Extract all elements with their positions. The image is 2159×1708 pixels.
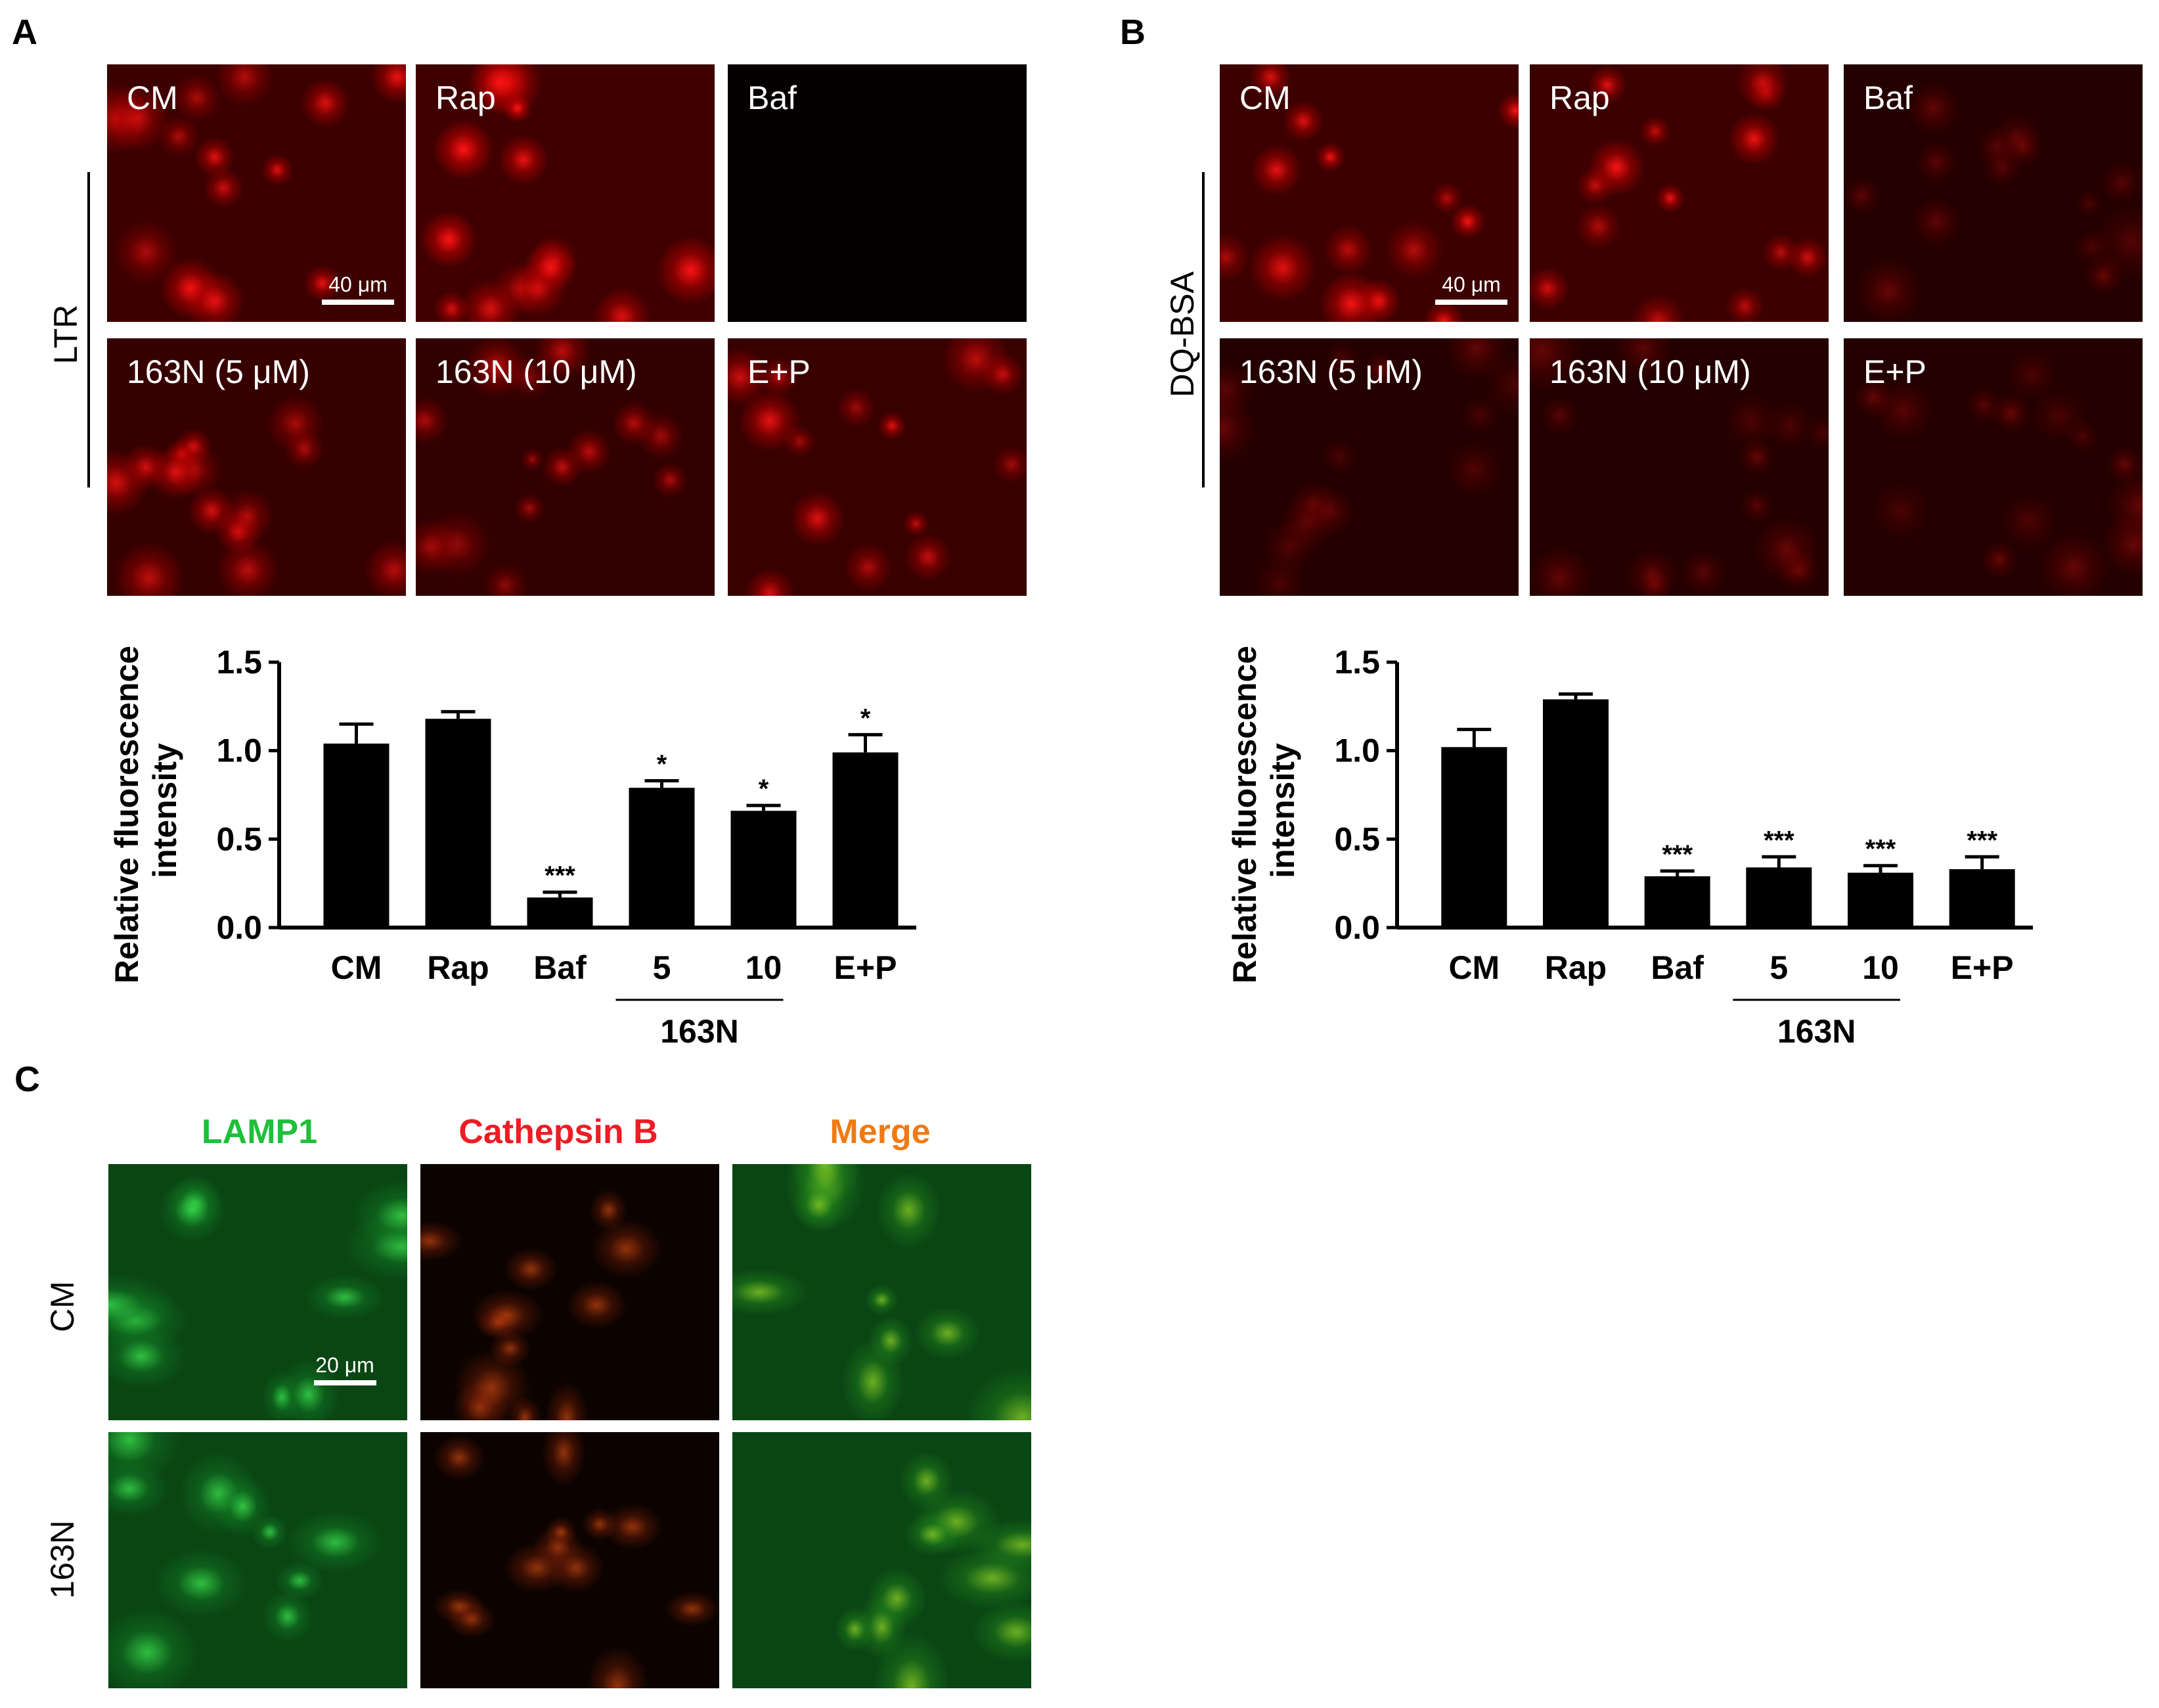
panel-c-row-cm: CM bbox=[44, 1281, 81, 1332]
x-tick-label: 10 bbox=[1862, 949, 1899, 986]
panelb-tile-3: 163N (5 μM) bbox=[1220, 338, 1519, 596]
y-tick-label: 1.5 bbox=[216, 644, 262, 681]
y-axis-label-line2: intensity bbox=[1264, 743, 1301, 878]
y-tick-label: 0.0 bbox=[216, 909, 262, 946]
panela-tile-0: CM bbox=[107, 64, 406, 322]
panelb-tile-2: Baf bbox=[1844, 64, 2143, 322]
y-axis-label: Relative fluorescence bbox=[1226, 646, 1263, 983]
panel-c-tile-cathepsin-163n bbox=[420, 1432, 719, 1688]
panel-c-tile-cathepsin-cm bbox=[420, 1164, 719, 1420]
bar bbox=[1644, 876, 1710, 928]
significance-label: * bbox=[759, 775, 769, 803]
panel-c-letter: C bbox=[14, 1060, 40, 1099]
panelb-tile-1-label: Rap bbox=[1549, 79, 1610, 116]
bar bbox=[1441, 747, 1507, 928]
panelb-tile-0-label: CM bbox=[1239, 79, 1291, 116]
panela-tile-3: 163N (5 μM) bbox=[107, 338, 406, 596]
panel-c-scale-text: 20 μm bbox=[315, 1353, 374, 1377]
panel-b-letter: B bbox=[1120, 12, 1146, 52]
x-tick-label: 10 bbox=[746, 949, 782, 986]
x-tick-label: Rap bbox=[427, 949, 489, 986]
bar bbox=[629, 788, 695, 928]
panel-b-bar-chart: 0.0 0.5 1.0 1.5 Relative fluorescence intensi… bbox=[1226, 644, 2033, 1050]
panelb-tile-2-label: Baf bbox=[1863, 79, 1913, 116]
y-tick-label: 0.5 bbox=[216, 820, 262, 857]
panel-c-scalebar: 20 μm bbox=[302, 1353, 388, 1385]
bar bbox=[832, 752, 899, 928]
panelb-tile-1: Rap bbox=[1530, 64, 1829, 322]
panel-a-row-bracket bbox=[87, 172, 90, 487]
panela-tile-2: Baf bbox=[728, 64, 1027, 322]
panel-b-row-label: DQ-BSA bbox=[1164, 271, 1201, 397]
panel-c-row-163n: 163N bbox=[44, 1520, 81, 1599]
panel-b-row-bracket bbox=[1202, 172, 1205, 487]
significance-label: *** bbox=[1662, 840, 1693, 869]
panel-c-tile-merge-163n bbox=[732, 1432, 1031, 1688]
panel-a-row-label: LTR bbox=[47, 304, 84, 365]
y-tick-label: 1.0 bbox=[1334, 732, 1380, 769]
panelb-tile-0: CM bbox=[1220, 64, 1519, 322]
x-tick-label: 5 bbox=[653, 949, 671, 986]
panel-c-tile-lamp1-163n bbox=[108, 1432, 407, 1688]
bar bbox=[730, 811, 797, 928]
panela-tile-2-label: Baf bbox=[747, 79, 797, 116]
significance-label: * bbox=[657, 750, 667, 778]
panela-tile-5-label: E+P bbox=[747, 353, 811, 390]
significance-label: *** bbox=[1865, 835, 1896, 864]
bar bbox=[1949, 869, 2015, 928]
x-tick-label: Baf bbox=[1651, 949, 1704, 986]
panel-b-scale-text: 40 μm bbox=[1442, 273, 1501, 296]
panela-tile-5: E+P bbox=[728, 338, 1027, 596]
panel-c-col-cathepsin: Cathepsin B bbox=[458, 1113, 658, 1151]
bar bbox=[1543, 699, 1609, 928]
x-tick-label: CM bbox=[331, 949, 382, 986]
panela-tile-4-label: 163N (10 μM) bbox=[435, 353, 637, 390]
group-label: 163N bbox=[660, 1013, 739, 1050]
significance-label: *** bbox=[1967, 826, 1997, 855]
panel-a-scale-text: 40 μm bbox=[328, 273, 388, 296]
panel-c-tile-lamp1-cm bbox=[108, 1164, 407, 1420]
panel-c-col-lamp1: LAMP1 bbox=[201, 1113, 318, 1151]
panel-c-col-merge: Merge bbox=[830, 1113, 931, 1151]
panelb-tile-5-label: E+P bbox=[1863, 353, 1926, 390]
bar bbox=[1746, 867, 1812, 928]
significance-label: *** bbox=[1764, 826, 1794, 855]
y-tick-label: 1.0 bbox=[216, 732, 262, 769]
bar bbox=[527, 897, 593, 928]
panela-tile-3-label: 163N (5 μM) bbox=[127, 353, 310, 390]
bar bbox=[1848, 872, 1913, 928]
group-label: 163N bbox=[1777, 1013, 1856, 1050]
y-tick-label: 1.5 bbox=[1334, 644, 1380, 681]
x-tick-label: E+P bbox=[834, 949, 897, 986]
panelb-tile-4-label: 163N (10 μM) bbox=[1549, 353, 1751, 390]
panelb-tile-3-label: 163N (5 μM) bbox=[1239, 353, 1423, 390]
y-axis-label-line2: intensity bbox=[146, 743, 183, 878]
panelb-tile-4: 163N (10 μM) bbox=[1530, 338, 1829, 596]
panel-a-letter: A bbox=[12, 12, 37, 52]
x-tick-label: 5 bbox=[1769, 949, 1788, 986]
y-tick-label: 0.0 bbox=[1334, 909, 1380, 946]
significance-label: *** bbox=[545, 861, 575, 890]
bar bbox=[323, 743, 390, 928]
x-tick-label: CM bbox=[1448, 949, 1500, 986]
significance-label: * bbox=[860, 704, 871, 732]
x-tick-label: Baf bbox=[533, 949, 587, 986]
panela-tile-0-label: CM bbox=[127, 79, 178, 116]
panela-tile-4: 163N (10 μM) bbox=[416, 338, 715, 596]
panel-c-tile-merge-cm bbox=[732, 1164, 1031, 1420]
panel-a-scalebar: 40 μm bbox=[315, 273, 401, 305]
y-tick-label: 0.5 bbox=[1334, 820, 1380, 857]
panel-b-scalebar: 40 μm bbox=[1429, 273, 1514, 305]
panel-a-bar-chart: 0.0 0.5 1.0 1.5 Relative fluorescence intensi… bbox=[108, 644, 916, 1050]
bar bbox=[425, 719, 491, 928]
x-tick-label: Rap bbox=[1545, 949, 1607, 986]
panelb-tile-5: E+P bbox=[1844, 338, 2143, 596]
panela-tile-1-label: Rap bbox=[435, 79, 496, 116]
y-axis-label: Relative fluorescence bbox=[108, 646, 145, 983]
x-tick-label: E+P bbox=[1951, 949, 2014, 986]
panela-tile-1: Rap bbox=[416, 64, 715, 322]
